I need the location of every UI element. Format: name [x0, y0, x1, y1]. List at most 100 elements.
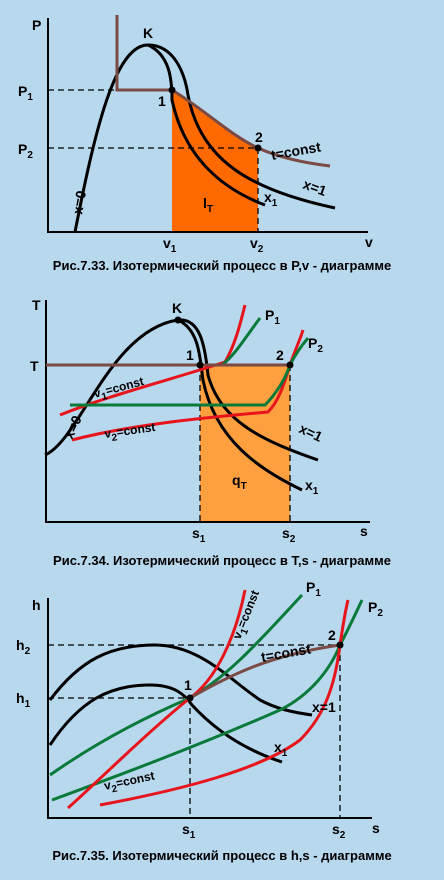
curve-label: v2=const	[103, 420, 156, 445]
figure-hs: h s 1 2 h2 h1 s1 s2 P1 P2 v1=const v2=co…	[16, 579, 392, 863]
t: v	[230, 629, 246, 641]
curve-label: P1	[265, 307, 280, 327]
t: 1	[239, 627, 251, 637]
caption: Рис.7.35. Изотермический процесс в h,s -…	[52, 848, 391, 863]
curve-label: x1	[264, 189, 278, 209]
point	[286, 361, 294, 369]
t: 1	[171, 244, 177, 255]
axes	[47, 18, 368, 233]
axis-label: v	[365, 234, 373, 250]
t: P	[18, 141, 27, 157]
t: P	[308, 335, 317, 351]
tick-label: s2	[282, 525, 296, 545]
point	[168, 86, 176, 94]
t: h	[16, 637, 25, 653]
t: P	[265, 307, 274, 323]
dashed-guides	[199, 365, 291, 522]
point-label: 1	[184, 677, 192, 693]
figure-pv: P v K 1 2 P1 P2 v1 v2 lT x=0 x=1 t=const…	[18, 15, 391, 273]
tick-label: s1	[182, 821, 196, 841]
axis-label: T	[32, 297, 41, 313]
t: =const	[116, 420, 157, 439]
t: 1	[282, 748, 288, 759]
t: T	[207, 204, 213, 215]
area-label: qT	[232, 472, 247, 492]
v2-isochore	[71, 329, 305, 442]
curve-label: x=1	[312, 699, 336, 715]
t: s	[182, 821, 190, 837]
tick-label: T	[30, 358, 39, 374]
point	[196, 361, 204, 369]
t: 1	[274, 316, 280, 327]
t: 2	[317, 344, 323, 355]
axis-label: P	[32, 17, 41, 33]
point	[254, 144, 262, 152]
curve-label: x=1	[301, 176, 329, 199]
saturation-curve	[48, 643, 313, 717]
axis-label: s	[372, 820, 380, 836]
t: s	[332, 821, 340, 837]
t: s	[282, 525, 290, 541]
saturation-curve	[73, 43, 336, 233]
t: v	[103, 426, 112, 441]
point-label: K	[143, 25, 153, 41]
axis-label: h	[32, 597, 41, 613]
p2-isobar	[51, 599, 364, 802]
t: 2	[25, 646, 31, 657]
x1-curve	[147, 43, 266, 207]
tick-label: v1	[163, 235, 177, 255]
isotherm	[115, 15, 331, 168]
t: 2	[111, 432, 118, 444]
tick-label: h1	[16, 690, 31, 710]
point-label: 2	[276, 347, 284, 363]
point-label: 1	[186, 347, 194, 363]
curve-label: P1	[306, 579, 321, 599]
point-label: 2	[255, 129, 263, 145]
caption: Рис.7.33. Изотермический процесс в P,v -…	[53, 258, 391, 273]
t: T	[241, 481, 247, 492]
curve-label: x=0	[69, 189, 89, 215]
tick-label: h2	[16, 637, 31, 657]
t: x	[264, 189, 272, 205]
t: l	[203, 195, 207, 211]
t: 1	[313, 486, 319, 497]
axes	[45, 300, 370, 523]
t: s	[192, 525, 200, 541]
t: v	[103, 778, 113, 793]
point	[174, 316, 182, 324]
tick-label: s2	[332, 821, 346, 841]
x1-curve	[177, 318, 303, 492]
point	[336, 641, 344, 649]
t: 1	[25, 699, 31, 710]
axis-label: s	[360, 523, 368, 539]
dashed-guides	[48, 644, 341, 818]
t: 1	[200, 534, 206, 545]
t: P	[368, 599, 377, 615]
curve-label: P2	[368, 599, 383, 619]
point-label: K	[172, 300, 182, 316]
point-label: 2	[328, 627, 336, 643]
axes	[47, 598, 372, 819]
t: v	[163, 235, 171, 251]
t: x	[274, 739, 282, 755]
t: x	[305, 477, 313, 493]
t: v	[250, 235, 258, 251]
t: h	[16, 690, 25, 706]
curve-label: x1	[274, 739, 288, 759]
curve-label: P2	[308, 335, 323, 355]
t: 2	[340, 830, 346, 841]
point	[186, 694, 194, 702]
work-area	[172, 90, 258, 232]
t: 1	[190, 830, 196, 841]
t: q	[232, 472, 241, 488]
t: 1	[27, 92, 33, 103]
t: 2	[258, 244, 264, 255]
saturation-curve	[44, 318, 319, 462]
caption: Рис.7.34. Изотермический процесс в T,s -…	[53, 553, 391, 568]
curve-label: x1	[305, 477, 319, 497]
isotherm	[189, 643, 341, 700]
t: 1	[100, 391, 109, 403]
t: 2	[377, 608, 383, 619]
t: P	[306, 579, 315, 595]
